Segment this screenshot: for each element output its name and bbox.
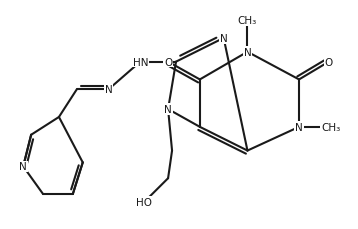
Text: N: N [164, 105, 172, 114]
Text: O: O [325, 57, 333, 67]
Text: CH₃: CH₃ [321, 122, 340, 132]
Text: N: N [220, 34, 228, 44]
Text: N: N [243, 48, 251, 57]
Text: CH₃: CH₃ [238, 16, 257, 26]
Text: N: N [295, 122, 303, 132]
Text: HN: HN [132, 57, 148, 67]
Text: N: N [105, 85, 112, 95]
Text: N: N [19, 162, 27, 172]
Text: O: O [164, 57, 172, 67]
Text: HO: HO [136, 197, 152, 207]
